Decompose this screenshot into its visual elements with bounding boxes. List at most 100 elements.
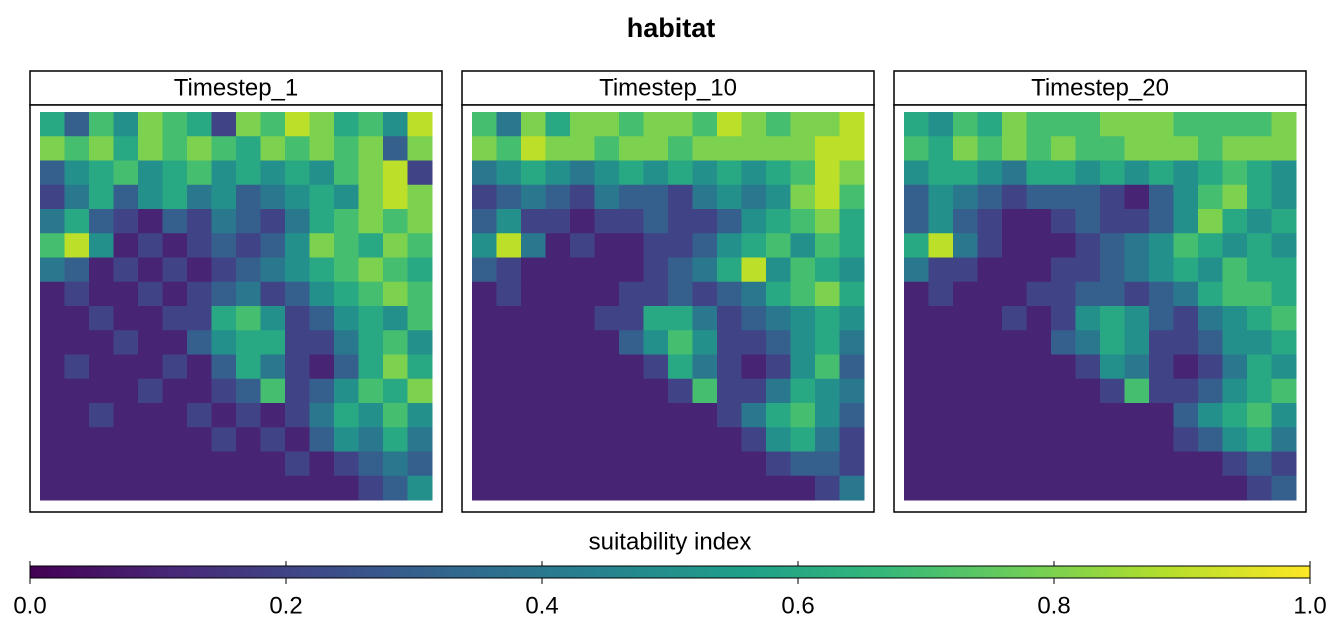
cell: [211, 209, 237, 234]
cell: [1100, 451, 1125, 477]
cell: [89, 112, 114, 137]
cell: [643, 330, 669, 355]
cell: [472, 306, 497, 331]
cell: [309, 257, 335, 283]
cell: [138, 427, 163, 452]
cell: [668, 427, 693, 452]
cell: [1002, 184, 1027, 210]
cell: [162, 184, 188, 210]
cell: [904, 330, 929, 355]
cell: [407, 403, 433, 428]
cell: [334, 475, 359, 501]
panel-title: Timestep_1: [174, 74, 299, 101]
cell: [496, 281, 522, 307]
cell: [1173, 403, 1199, 428]
cell: [1149, 354, 1174, 380]
cell: [692, 184, 718, 210]
cell: [815, 330, 840, 355]
cell: [790, 136, 816, 161]
cell: [187, 451, 212, 477]
cell: [741, 257, 767, 283]
cell: [594, 354, 620, 380]
cell: [472, 184, 497, 210]
cell: [1100, 257, 1125, 283]
cell: [358, 378, 384, 404]
cell: [496, 112, 522, 137]
cell: [953, 112, 978, 137]
cell: [358, 136, 384, 161]
cell: [358, 306, 384, 331]
cell: [1271, 281, 1297, 307]
cell: [521, 160, 546, 186]
cell: [407, 330, 433, 355]
cell: [790, 233, 816, 258]
cell: [1247, 281, 1272, 307]
cell: [260, 451, 286, 477]
cell: [1100, 281, 1125, 307]
cell: [285, 306, 310, 331]
cell: [1026, 209, 1052, 234]
cell: [1173, 427, 1199, 452]
cell: [790, 378, 816, 404]
cell: [1100, 112, 1125, 137]
cell: [619, 209, 644, 234]
cell: [211, 112, 237, 137]
cell: [928, 112, 954, 137]
cell: [211, 136, 237, 161]
cell: [162, 451, 188, 477]
cell: [1271, 403, 1297, 428]
cell: [187, 257, 212, 283]
cell: [496, 475, 522, 501]
cell: [496, 378, 522, 404]
cell: [1198, 281, 1223, 307]
cell: [407, 184, 433, 210]
cell: [1198, 475, 1223, 501]
cell: [138, 378, 163, 404]
cell: [1222, 112, 1248, 137]
cell: [309, 451, 335, 477]
cell: [40, 112, 65, 137]
cell: [953, 427, 978, 452]
cell: [113, 184, 139, 210]
cell: [594, 306, 620, 331]
cell: [162, 233, 188, 258]
cell: [815, 475, 840, 501]
cell: [977, 475, 1003, 501]
cell: [285, 257, 310, 283]
cell: [643, 475, 669, 501]
cell: [741, 354, 767, 380]
cell: [1149, 281, 1174, 307]
cell: [668, 160, 693, 186]
cell: [1100, 184, 1125, 210]
cell: [668, 354, 693, 380]
cell: [839, 184, 865, 210]
cell: [668, 233, 693, 258]
cell: [383, 136, 408, 161]
cell: [1124, 112, 1150, 137]
cell: [113, 451, 139, 477]
cell: [260, 427, 286, 452]
cell: [1075, 160, 1101, 186]
cell: [1051, 112, 1076, 137]
cell: [839, 136, 865, 161]
cell: [692, 112, 718, 137]
cell: [113, 378, 139, 404]
cell: [643, 136, 669, 161]
cell: [619, 451, 644, 477]
cell: [162, 427, 188, 452]
cell: [472, 451, 497, 477]
cell: [1100, 136, 1125, 161]
cell: [113, 233, 139, 258]
cell: [162, 136, 188, 161]
cell: [545, 330, 571, 355]
cell: [1149, 112, 1174, 137]
cell: [594, 257, 620, 283]
cell: [790, 112, 816, 137]
cell: [953, 136, 978, 161]
cell: [334, 136, 359, 161]
cell: [138, 257, 163, 283]
cell: [643, 209, 669, 234]
cell: [358, 209, 384, 234]
cell: [953, 281, 978, 307]
colorbar-label: suitability index: [589, 528, 752, 555]
